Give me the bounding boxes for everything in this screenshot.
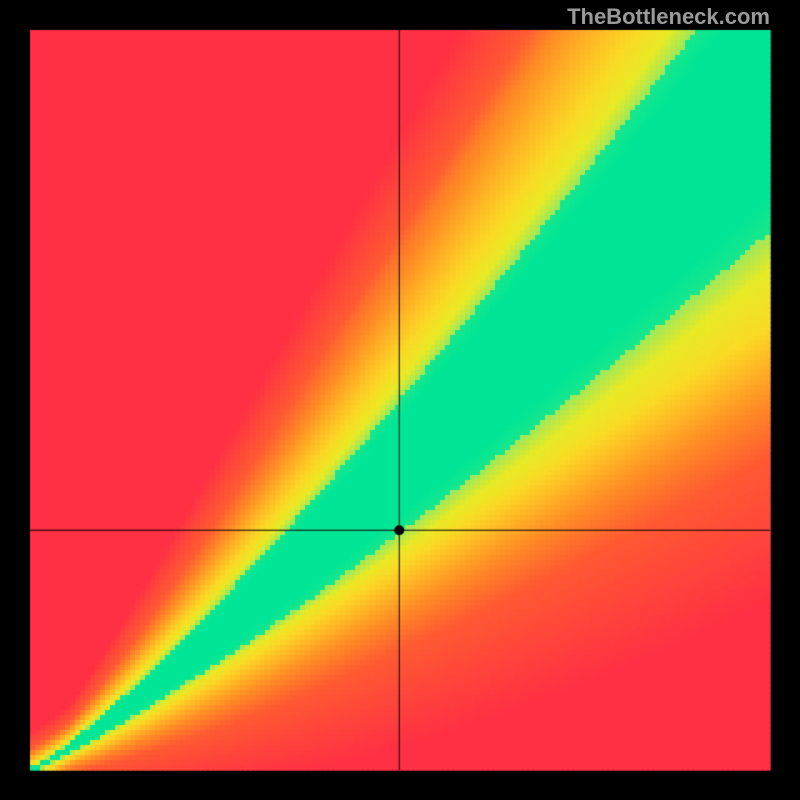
watermark: TheBottleneck.com	[567, 4, 770, 30]
bottleneck-heatmap	[0, 0, 800, 800]
